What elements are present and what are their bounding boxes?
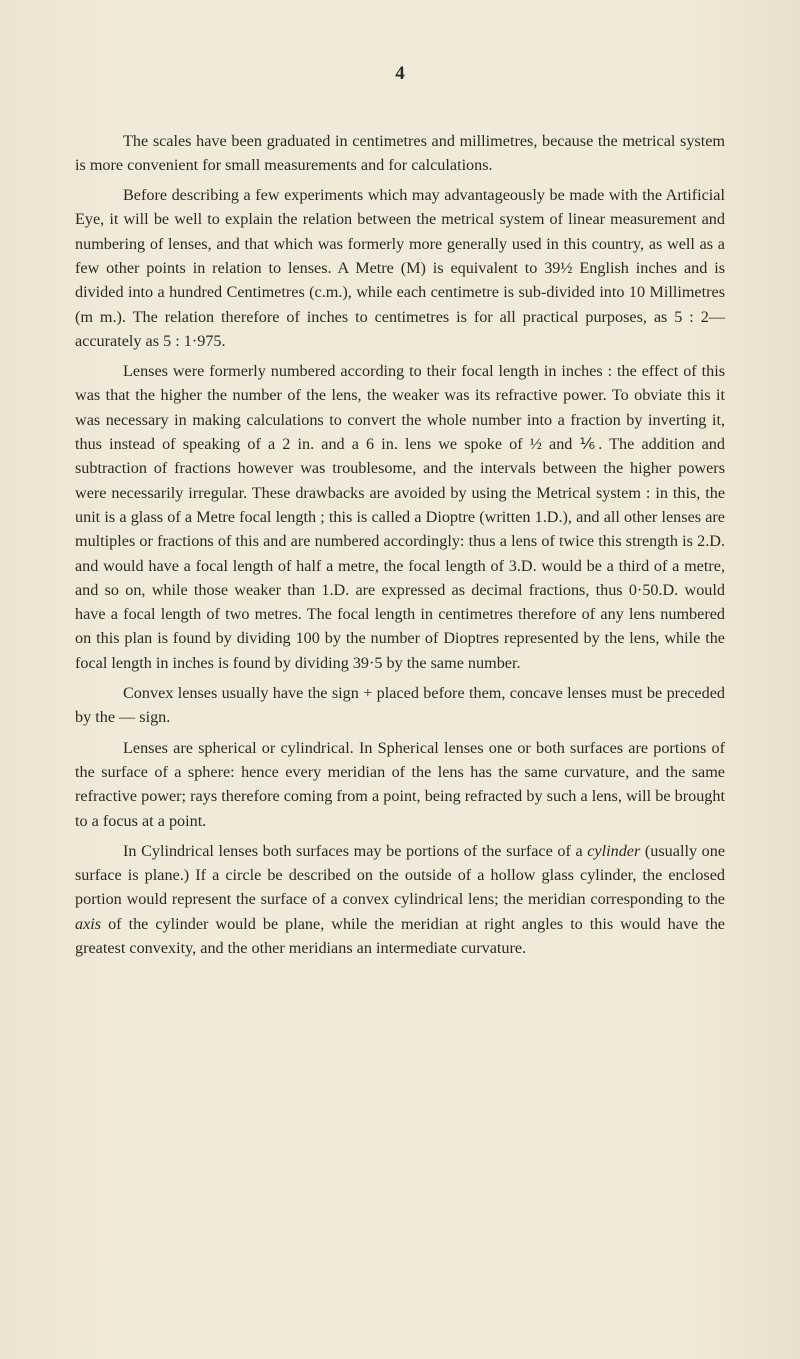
body-paragraph: Convex lenses usually have the sign + pl… (75, 681, 725, 730)
body-paragraph: Lenses are spherical or cylindrical. In … (75, 736, 725, 833)
text-run: In Cylindrical lenses both surfaces may … (123, 842, 587, 860)
body-paragraph: Lenses were formerly numbered according … (75, 359, 725, 675)
body-paragraph: The scales have been graduated in centim… (75, 129, 725, 178)
page-number: 4 (75, 60, 725, 89)
body-paragraph: Before describing a few experiments whic… (75, 183, 725, 353)
body-paragraph-last: In Cylindrical lenses both surfaces may … (75, 839, 725, 960)
document-page: 4 The scales have been graduated in cent… (0, 0, 800, 1359)
italic-term-axis: axis (75, 915, 101, 933)
text-run: of the cylinder would be plane, while th… (75, 915, 725, 957)
italic-term-cylinder: cylinder (587, 842, 640, 860)
